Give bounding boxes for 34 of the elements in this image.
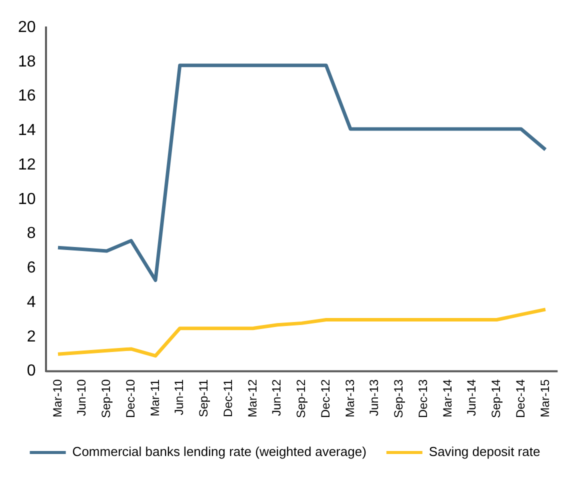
x-tick-label: Mar-12 — [245, 378, 260, 418]
x-tick-label: Dec-10 — [123, 378, 138, 418]
x-tick-label: Jun-14 — [464, 378, 479, 416]
x-tick-label: Sep-12 — [294, 378, 308, 418]
x-tick-label: Mar-13 — [342, 378, 357, 418]
x-tick-label: Dec-11 — [220, 378, 235, 418]
x-tick-label: Jun-12 — [270, 378, 284, 416]
x-tick-label: Jun-10 — [74, 378, 89, 416]
legend-label: Saving deposit rate — [428, 444, 540, 460]
y-tick-label: 8 — [26, 225, 36, 242]
x-tick-label: Sep-11 — [196, 378, 211, 418]
y-tick-label: 2 — [26, 328, 36, 346]
y-tick-label: 18 — [18, 53, 36, 70]
y-tick-label: 6 — [26, 260, 36, 277]
legend-label: Commercial banks lending rate (weighted average) — [72, 444, 366, 460]
x-tick-label: Mar-10 — [50, 378, 64, 418]
x-tick-label: Sep-14 — [489, 378, 504, 418]
x-tick-label: Dec-12 — [318, 378, 332, 418]
y-tick-label: 16 — [18, 88, 36, 105]
y-tick-label: 0 — [26, 362, 36, 380]
y-tick-label: 20 — [18, 19, 36, 36]
x-tick-label: Mar-15 — [538, 378, 552, 418]
x-tick-label: Sep-10 — [99, 378, 114, 418]
y-tick-label: 4 — [26, 294, 36, 311]
x-tick-label: Sep-13 — [392, 378, 406, 418]
x-tick-label: Jun-11 — [172, 378, 186, 416]
x-tick-label: Mar-11 — [148, 378, 162, 416]
y-tick-label: 12 — [18, 156, 36, 174]
y-tick-label: 14 — [18, 122, 36, 140]
x-tick-label: Mar-14 — [440, 378, 454, 418]
x-tick-label: Jun-13 — [367, 378, 382, 416]
x-tick-label: Dec-14 — [513, 378, 528, 418]
y-tick-label: 10 — [18, 190, 36, 208]
x-tick-label: Dec-13 — [416, 378, 430, 418]
